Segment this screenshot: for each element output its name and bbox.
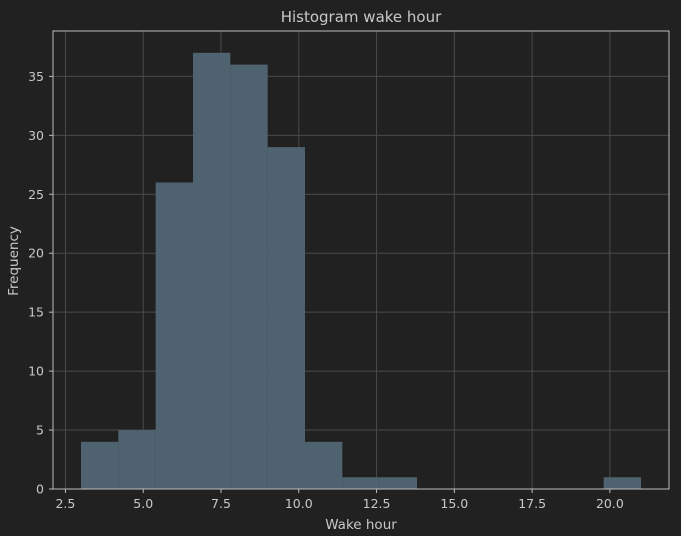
y-tick-label: 25: [28, 187, 44, 202]
y-axis-ticks: 0 5 10 15 20 25 30 35: [28, 69, 53, 497]
chart-title: Histogram wake hour: [281, 8, 442, 26]
x-tick-label: 7.5: [211, 496, 231, 511]
y-tick-label: 10: [28, 364, 44, 379]
histogram-bar: [305, 441, 343, 489]
x-tick-label: 15.0: [440, 496, 468, 511]
x-tick-label: 5.0: [133, 496, 153, 511]
x-tick-label: 10.0: [285, 496, 313, 511]
y-tick-label: 5: [36, 423, 44, 438]
histogram-bar: [230, 64, 268, 490]
histogram-bar: [342, 477, 380, 489]
histogram-bar: [118, 430, 156, 489]
y-tick-label: 30: [28, 128, 44, 143]
histogram-bar: [379, 477, 417, 489]
y-axis-label: Frequency: [6, 226, 22, 296]
x-axis-ticks: 2.5 5.0 7.5 10.0 12.5 15.0 17.5 20.0: [55, 489, 624, 511]
bars: [81, 52, 641, 490]
histogram-bar: [193, 52, 231, 490]
histogram-bar: [603, 477, 641, 489]
y-tick-label: 0: [36, 482, 44, 497]
x-tick-label: 12.5: [363, 496, 391, 511]
y-tick-label: 35: [28, 69, 44, 84]
x-axis-label: Wake hour: [325, 517, 397, 533]
histogram-bar: [155, 182, 193, 489]
y-tick-label: 15: [28, 305, 44, 320]
plot-frame: [52, 30, 670, 490]
histogram-bar: [81, 441, 119, 489]
x-tick-label: 17.5: [518, 496, 546, 511]
histogram-bar: [267, 147, 305, 489]
x-tick-label: 20.0: [596, 496, 624, 511]
x-tick-label: 2.5: [55, 496, 75, 511]
y-tick-label: 20: [28, 246, 44, 261]
